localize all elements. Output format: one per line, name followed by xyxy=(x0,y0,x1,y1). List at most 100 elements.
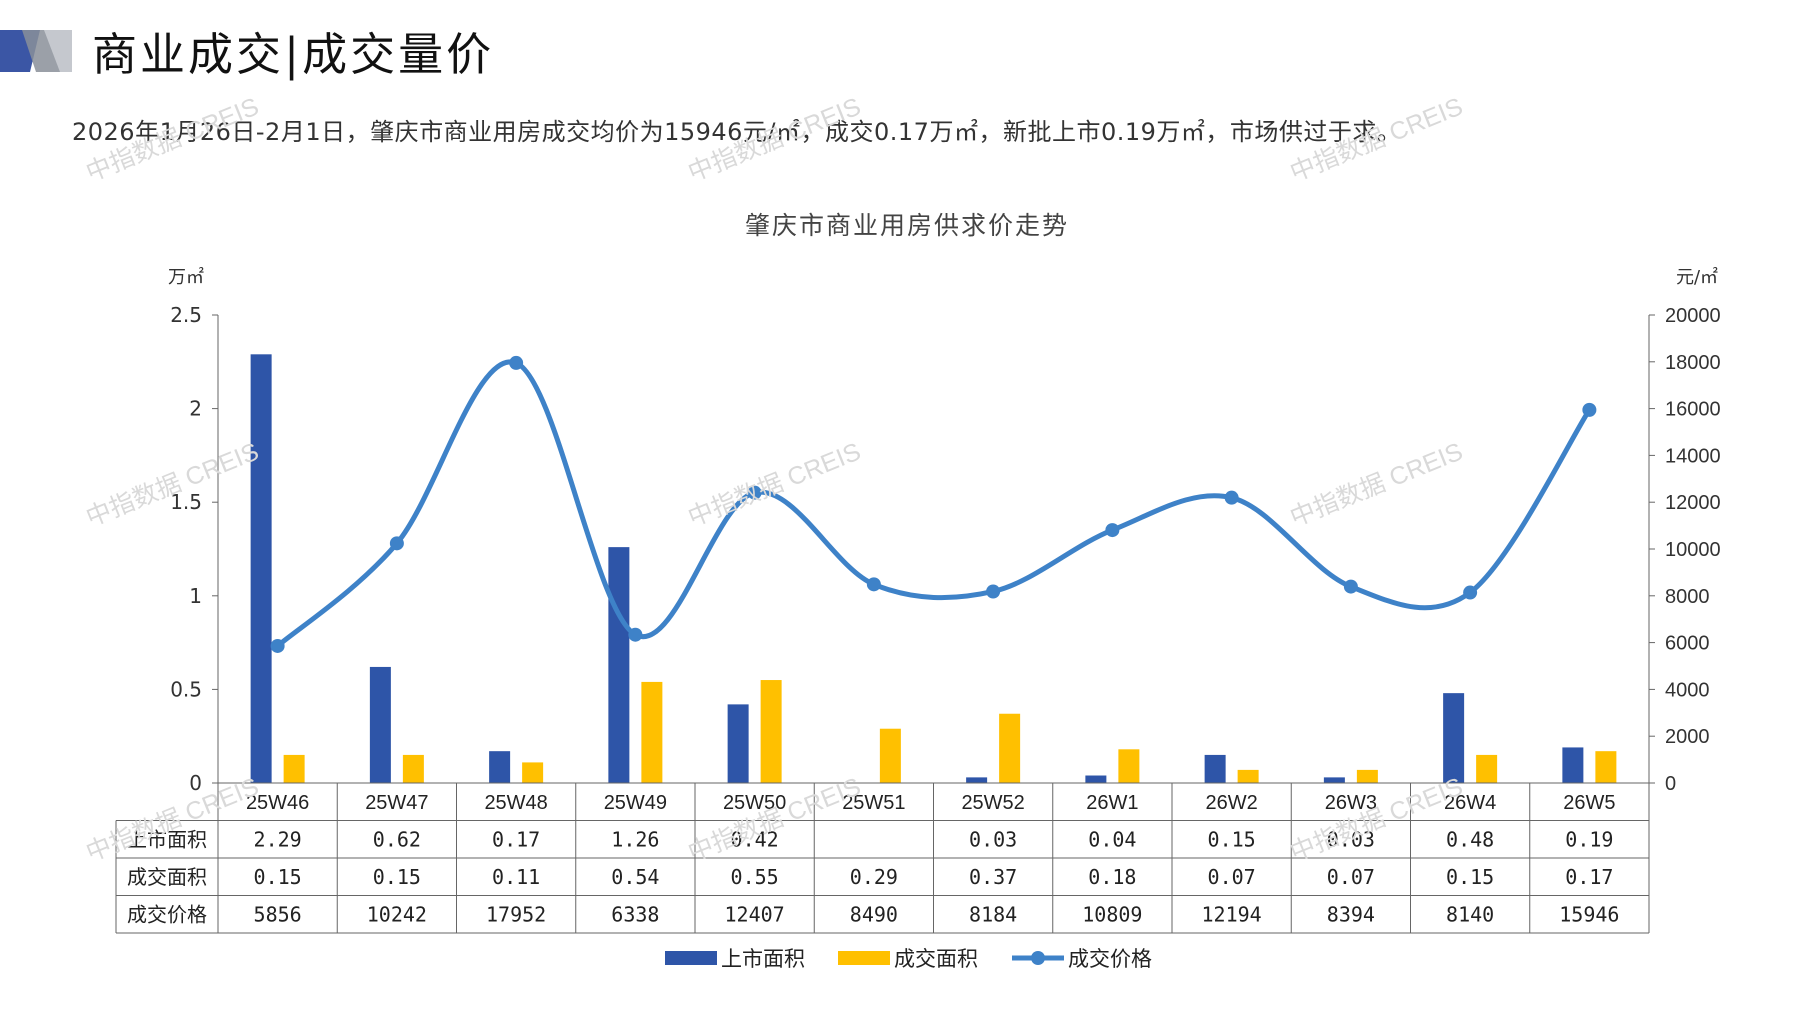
table-cell: 0.07 xyxy=(1208,865,1256,889)
right-tick-label: 10000 xyxy=(1665,539,1721,561)
price-point xyxy=(1224,490,1239,505)
bar-deal xyxy=(402,754,424,783)
x-category-label: 25W50 xyxy=(723,792,786,814)
left-tick-label: 2.5 xyxy=(170,303,202,327)
price-point xyxy=(270,638,285,653)
table-cell: 12407 xyxy=(725,902,785,926)
x-category-label: 26W2 xyxy=(1206,792,1258,814)
price-point xyxy=(1343,579,1358,594)
bar-deal xyxy=(1356,769,1378,783)
table-cell: 0.19 xyxy=(1565,827,1613,851)
bar-deal xyxy=(641,681,663,783)
right-tick-label: 20000 xyxy=(1665,305,1721,327)
bar-supply xyxy=(1204,754,1226,783)
price-point xyxy=(1105,523,1120,538)
table-cell: 0.29 xyxy=(850,865,898,889)
table-cell: 0.11 xyxy=(492,865,540,889)
bar-supply xyxy=(966,777,988,783)
bar-supply xyxy=(1323,777,1345,783)
right-tick-label: 14000 xyxy=(1665,445,1721,467)
table-cell: 8184 xyxy=(969,902,1017,926)
right-tick-label: 12000 xyxy=(1665,492,1721,514)
x-category-label: 26W3 xyxy=(1325,792,1377,814)
price-line xyxy=(275,359,1592,649)
price-point xyxy=(509,355,524,370)
x-category-label: 25W46 xyxy=(246,792,309,814)
x-category-label: 25W49 xyxy=(604,792,667,814)
table-cell: 0.04 xyxy=(1088,827,1136,851)
x-category-label: 26W1 xyxy=(1086,792,1138,814)
right-tick-label: 4000 xyxy=(1665,679,1710,701)
table-cell: 0.37 xyxy=(969,865,1017,889)
table-cell: 0.62 xyxy=(373,827,421,851)
bar-supply xyxy=(250,354,272,783)
bar-deal xyxy=(283,754,305,783)
table-cell: 0.55 xyxy=(731,865,779,889)
table-cell: 0.18 xyxy=(1088,865,1136,889)
table-cell: 8490 xyxy=(850,902,898,926)
bar-deal xyxy=(522,762,544,783)
left-tick-label: 1.5 xyxy=(170,490,202,514)
left-tick-label: 0.5 xyxy=(170,677,202,701)
table-cell: 8140 xyxy=(1446,902,1494,926)
bar-deal xyxy=(999,713,1021,783)
left-tick-label: 0 xyxy=(189,771,202,795)
table-cell: 15946 xyxy=(1559,902,1619,926)
table-cell: 10809 xyxy=(1082,902,1142,926)
left-tick-label: 1 xyxy=(189,584,202,608)
bar-deal xyxy=(760,680,782,783)
x-category-label: 25W47 xyxy=(365,792,428,814)
legend-label-supply: 上市面积 xyxy=(721,947,805,971)
table-cell: 0.42 xyxy=(731,827,779,851)
right-tick-label: 18000 xyxy=(1665,352,1721,374)
bar-supply xyxy=(608,547,630,783)
legend-label-price: 成交价格 xyxy=(1068,947,1152,971)
right-tick-label: 0 xyxy=(1665,773,1676,795)
legend-swatch-deal xyxy=(838,951,890,965)
table-cell: 0.54 xyxy=(611,865,659,889)
table-cell: 0.48 xyxy=(1446,827,1494,851)
price-point xyxy=(986,584,1001,599)
bar-supply xyxy=(489,751,511,783)
table-cell: 0.15 xyxy=(1446,865,1494,889)
price-point xyxy=(389,536,404,551)
left-axis-unit: 万㎡ xyxy=(168,266,204,288)
page-title: 商业成交|成交量价 xyxy=(92,28,495,81)
table-cell: 8394 xyxy=(1327,902,1375,926)
right-axis-unit: 元/㎡ xyxy=(1676,266,1718,288)
legend-label-deal: 成交面积 xyxy=(894,947,978,971)
price-point xyxy=(866,577,881,592)
bar-supply xyxy=(1085,775,1107,783)
x-category-label: 26W4 xyxy=(1444,792,1496,814)
table-cell: 17952 xyxy=(486,902,546,926)
price-point xyxy=(747,485,762,500)
price-point xyxy=(1582,402,1597,417)
table-cell: 0.17 xyxy=(1565,865,1613,889)
table-cell: 12194 xyxy=(1202,902,1262,926)
table-cell: 5856 xyxy=(254,902,302,926)
x-category-label: 25W51 xyxy=(842,792,905,814)
price-point xyxy=(1463,585,1478,600)
table-cell: 0.17 xyxy=(492,827,540,851)
right-tick-label: 2000 xyxy=(1665,726,1710,748)
table-cell: 0.15 xyxy=(1208,827,1256,851)
right-tick-label: 16000 xyxy=(1665,399,1721,421)
table-row-label: 成交价格 xyxy=(127,902,207,926)
table-cell: 1.26 xyxy=(611,827,659,851)
table-cell: 0.15 xyxy=(254,865,302,889)
table-cell: 0.03 xyxy=(969,827,1017,851)
table-cell: 10242 xyxy=(367,902,427,926)
right-tick-label: 6000 xyxy=(1665,633,1710,655)
table-cell: 2.29 xyxy=(254,827,302,851)
left-tick-label: 2 xyxy=(189,397,202,421)
summary-text: 2026年1月26日-2月1日，肇庆市商业用房成交均价为15946元/㎡，成交0… xyxy=(72,118,1402,146)
table-row-label: 成交面积 xyxy=(127,865,207,889)
bar-supply xyxy=(369,666,391,783)
x-category-label: 25W52 xyxy=(961,792,1024,814)
legend-marker-price xyxy=(1031,951,1045,965)
legend-swatch-supply xyxy=(665,951,717,965)
right-tick-label: 8000 xyxy=(1665,586,1710,608)
table-cell: 0.15 xyxy=(373,865,421,889)
chart-title: 肇庆市商业用房供求价走势 xyxy=(745,211,1069,240)
